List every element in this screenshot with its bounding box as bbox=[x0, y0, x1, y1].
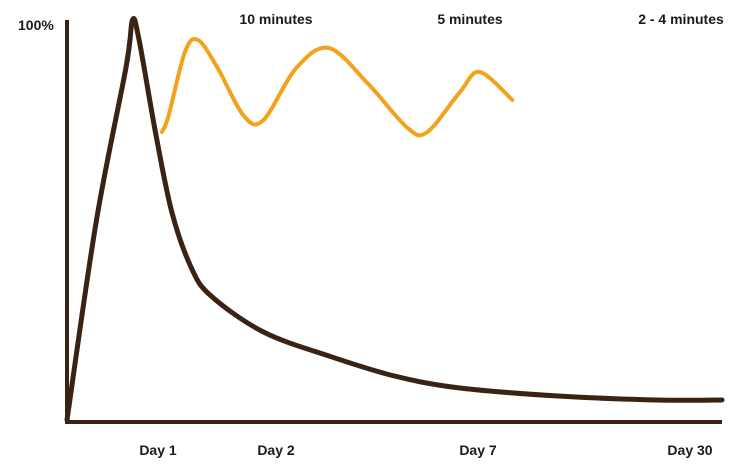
labels-layer: 100% Day 1 Day 2 Day 7 Day 30 10 minutes… bbox=[18, 11, 724, 458]
axes bbox=[65, 20, 722, 424]
series-layer bbox=[64, 16, 725, 423]
x-tick-label-day-2: Day 2 bbox=[257, 442, 295, 458]
annotation-10-minutes: 10 minutes bbox=[239, 11, 312, 27]
annotation-2-4-minutes: 2 - 4 minutes bbox=[638, 11, 724, 27]
forgetting-curve-line bbox=[64, 16, 725, 423]
x-tick-label-day-1: Day 1 bbox=[139, 442, 177, 458]
annotation-5-minutes: 5 minutes bbox=[437, 11, 503, 27]
review-curve-line bbox=[160, 36, 515, 138]
x-tick-label-day-7: Day 7 bbox=[459, 442, 497, 458]
x-tick-label-day-30: Day 30 bbox=[667, 442, 712, 458]
y-max-tick-label: 100% bbox=[18, 17, 54, 33]
